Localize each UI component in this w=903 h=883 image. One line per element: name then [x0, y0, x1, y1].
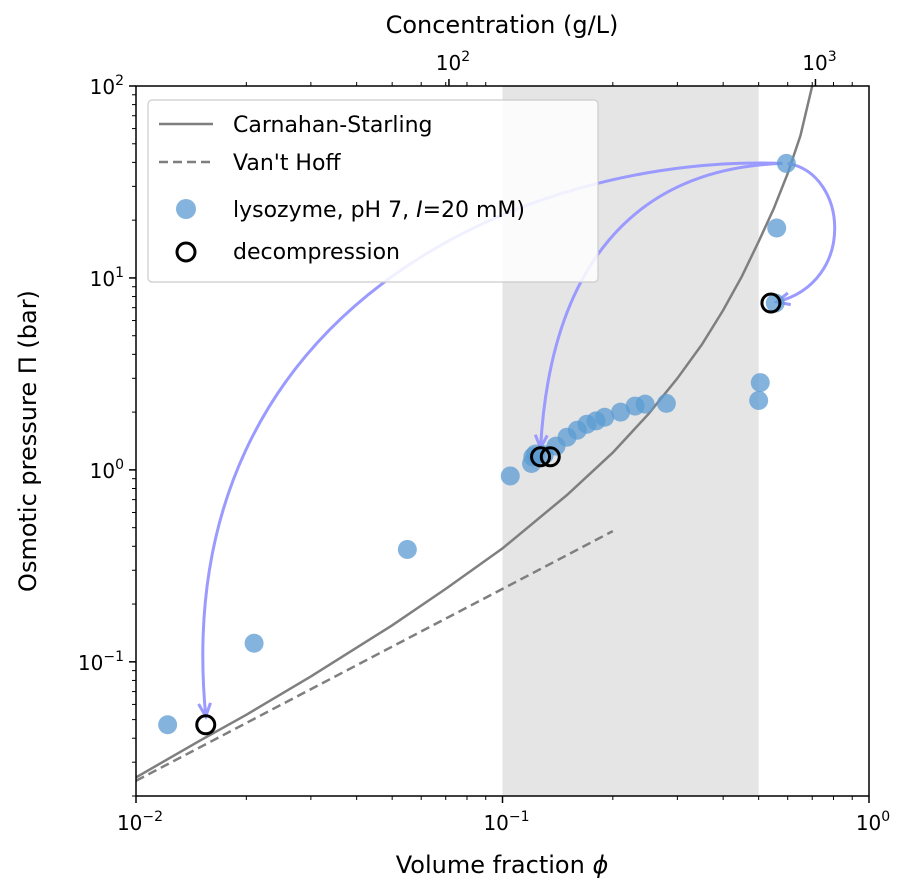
legend-open-circle-marker: [175, 241, 197, 263]
decompression-point: [760, 292, 782, 314]
arrow-curve: [539, 161, 783, 449]
lysozyme-point: [750, 373, 770, 393]
tick-layer: 10−2 10−1 100 10−1 100 101 102 102 103: [78, 49, 890, 835]
y-tick-label: 100: [90, 457, 124, 483]
legend-label-carnahan-starling: Carnahan-Starling: [233, 113, 432, 138]
series-line-vant-hoff: [136, 529, 614, 782]
lysozyme-point: [397, 539, 417, 559]
legend-filled-circle-marker: [176, 199, 196, 219]
legend-label-decompression: decompression: [233, 240, 400, 265]
y-tick-label: 10−1: [78, 649, 124, 675]
lysozyme-point: [776, 153, 796, 173]
top-tick-label: 103: [802, 49, 836, 75]
legend-label-vant-hoff: Van't Hoff: [233, 151, 341, 176]
x-tick-label: 100: [856, 809, 890, 835]
legend-box: [147, 99, 599, 283]
y-tick-label: 101: [90, 265, 124, 291]
y-tick-label: 102: [90, 73, 124, 99]
top-axis-title: Concentration (g/L): [386, 11, 619, 39]
lysozyme-point: [500, 466, 520, 486]
decompression-point: [195, 714, 217, 736]
lysozyme-point: [611, 402, 631, 422]
legend-label-lysozyme: lysozyme, pH 7, I=20 mM): [233, 198, 525, 223]
x-axis-title: Volume fraction ϕ: [396, 851, 609, 879]
decompression-point: [530, 446, 552, 468]
top-tick-label: 102: [436, 49, 470, 75]
lysozyme-point: [595, 407, 615, 427]
y-axis-title: Osmotic pressure Π (bar): [14, 290, 42, 592]
lysozyme-point: [244, 633, 264, 653]
lysozyme-point: [158, 715, 178, 735]
series-line-carnahan-starling: [136, 86, 814, 779]
legend: Carnahan-Starling Van't Hoff lysozyme, p…: [147, 99, 599, 283]
x-tick-label: 10−2: [117, 809, 163, 835]
point-layer: [158, 153, 796, 736]
curve-layer: [136, 86, 814, 782]
arrow-curve: [776, 161, 837, 304]
lysozyme-point: [635, 394, 655, 414]
lysozyme-point: [767, 218, 787, 238]
lysozyme-point: [656, 393, 676, 413]
x-tick-label: 10−1: [483, 809, 529, 835]
decompression-point: [539, 446, 561, 468]
lysozyme-point: [749, 390, 769, 410]
